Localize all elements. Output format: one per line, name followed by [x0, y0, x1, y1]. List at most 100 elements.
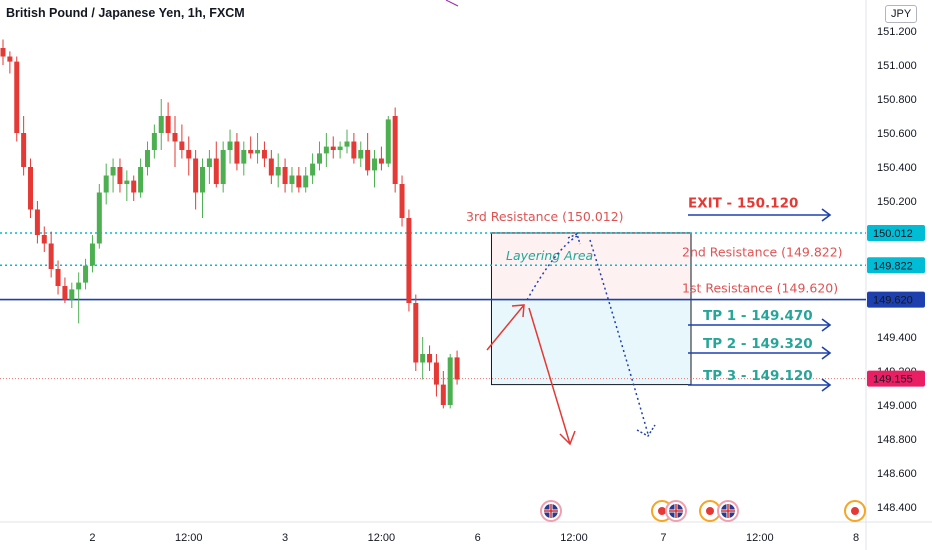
y-tick-label: 151.200 [877, 26, 917, 38]
candle-body [420, 354, 426, 363]
candle-body [144, 150, 150, 167]
candle-body [179, 141, 185, 150]
candle-body [316, 153, 322, 164]
x-tick-label: 12:00 [746, 532, 774, 544]
y-tick-label: 150.800 [877, 94, 917, 106]
candle-body [365, 150, 371, 171]
resistance-1-label: 1st Resistance (149.620) [682, 281, 838, 296]
candle-body [303, 175, 309, 188]
resistance-2-label: 2nd Resistance (149.822) [682, 244, 843, 259]
candle-body [0, 48, 6, 57]
currency-button[interactable]: JPY [885, 5, 918, 23]
candle-body [220, 150, 226, 184]
candle-body [385, 119, 391, 164]
candle-body [282, 167, 288, 184]
tp-label: TP 3 - 149.120 [703, 368, 813, 384]
tp-label: TP 1 - 149.470 [703, 308, 813, 324]
candle-body [241, 150, 247, 164]
candle-body [69, 289, 75, 300]
candle-body [76, 282, 82, 290]
candle-body [358, 150, 364, 159]
trade-arrow-up [486, 304, 525, 351]
candle-body [14, 61, 20, 133]
projection-path-down-head [636, 424, 656, 437]
y-tick-label: 148.400 [877, 502, 917, 514]
candle-body [261, 150, 267, 159]
trade-arrow-up-head [511, 304, 525, 318]
candle-body [234, 141, 240, 164]
price-badge [867, 370, 925, 387]
x-tick-label: 3 [282, 532, 288, 544]
y-tick-label: 151.000 [877, 60, 917, 72]
y-tick-label: 148.600 [877, 468, 917, 480]
y-tick-label: 149.400 [877, 332, 917, 344]
y-tick-label: 150.600 [877, 128, 917, 140]
price-badge [867, 257, 925, 274]
resistance-3-label: 3rd Resistance (150.012) [466, 209, 624, 224]
candle-body [344, 141, 350, 147]
candle-body [83, 265, 89, 283]
candle-body [310, 163, 316, 176]
candle-body [193, 158, 199, 193]
candle-body [351, 141, 357, 159]
drawing-mark [445, 0, 459, 7]
layering-zone-upper [491, 232, 691, 300]
jp-event-icon-dot [851, 507, 859, 515]
price-badge-label: 150.012 [873, 228, 913, 240]
candle-body [372, 158, 378, 171]
tp-arrow-head [821, 378, 832, 392]
price-badge-label: 149.822 [873, 260, 913, 272]
candle-body [296, 175, 302, 188]
candle-body [413, 303, 419, 363]
layering-zone-lower [491, 299, 691, 385]
candle-body [275, 167, 281, 176]
candle-body [41, 235, 47, 244]
x-tick-label: 8 [853, 532, 859, 544]
candle-body [330, 146, 336, 150]
jp-event-icon-dot [658, 507, 666, 515]
x-tick-label: 2 [89, 532, 95, 544]
y-tick-label: 148.800 [877, 434, 917, 446]
x-tick-label: 6 [475, 532, 481, 544]
x-tick-label: 7 [660, 532, 666, 544]
candle-body [103, 175, 109, 193]
x-tick-label: 12:00 [560, 532, 588, 544]
trade-arrow-down [528, 307, 571, 445]
candle-body [138, 167, 144, 193]
candle-body [399, 184, 405, 218]
candle-body [433, 362, 439, 385]
x-tick-label: 12:00 [368, 532, 396, 544]
trade-arrow-down-head [559, 430, 576, 446]
candle-body [406, 218, 412, 303]
candle-body [186, 150, 192, 159]
candle-body [89, 243, 95, 266]
x-tick-label: 12:00 [175, 532, 203, 544]
candle-body [289, 175, 295, 184]
candle-body [378, 158, 384, 164]
y-tick-label: 150.400 [877, 162, 917, 174]
candle-body [323, 146, 329, 154]
projection-path-down [589, 239, 649, 435]
tp-arrow-head [821, 346, 832, 360]
projection-path-up-head [567, 232, 581, 245]
tp-arrow-head [821, 318, 832, 332]
price-badge-label: 149.155 [873, 374, 913, 386]
chart-title: British Pound / Japanese Yen, 1h, FXCM [6, 6, 245, 20]
candle-body [454, 357, 460, 380]
candle-body [55, 269, 61, 286]
tp-label: TP 2 - 149.320 [703, 336, 813, 352]
candle-body [117, 167, 123, 184]
candle-body [34, 209, 40, 235]
candle-body [62, 286, 68, 300]
price-badge-label: 149.620 [873, 295, 913, 307]
candle-body [7, 56, 13, 62]
candle-body [110, 167, 116, 176]
candle-body [447, 357, 453, 405]
y-tick-label: 149.000 [877, 400, 917, 412]
candle-body [440, 384, 446, 405]
candle-body [165, 116, 171, 133]
candle-body [131, 180, 137, 193]
candle-body [248, 150, 254, 154]
y-tick-label: 150.200 [877, 196, 917, 208]
